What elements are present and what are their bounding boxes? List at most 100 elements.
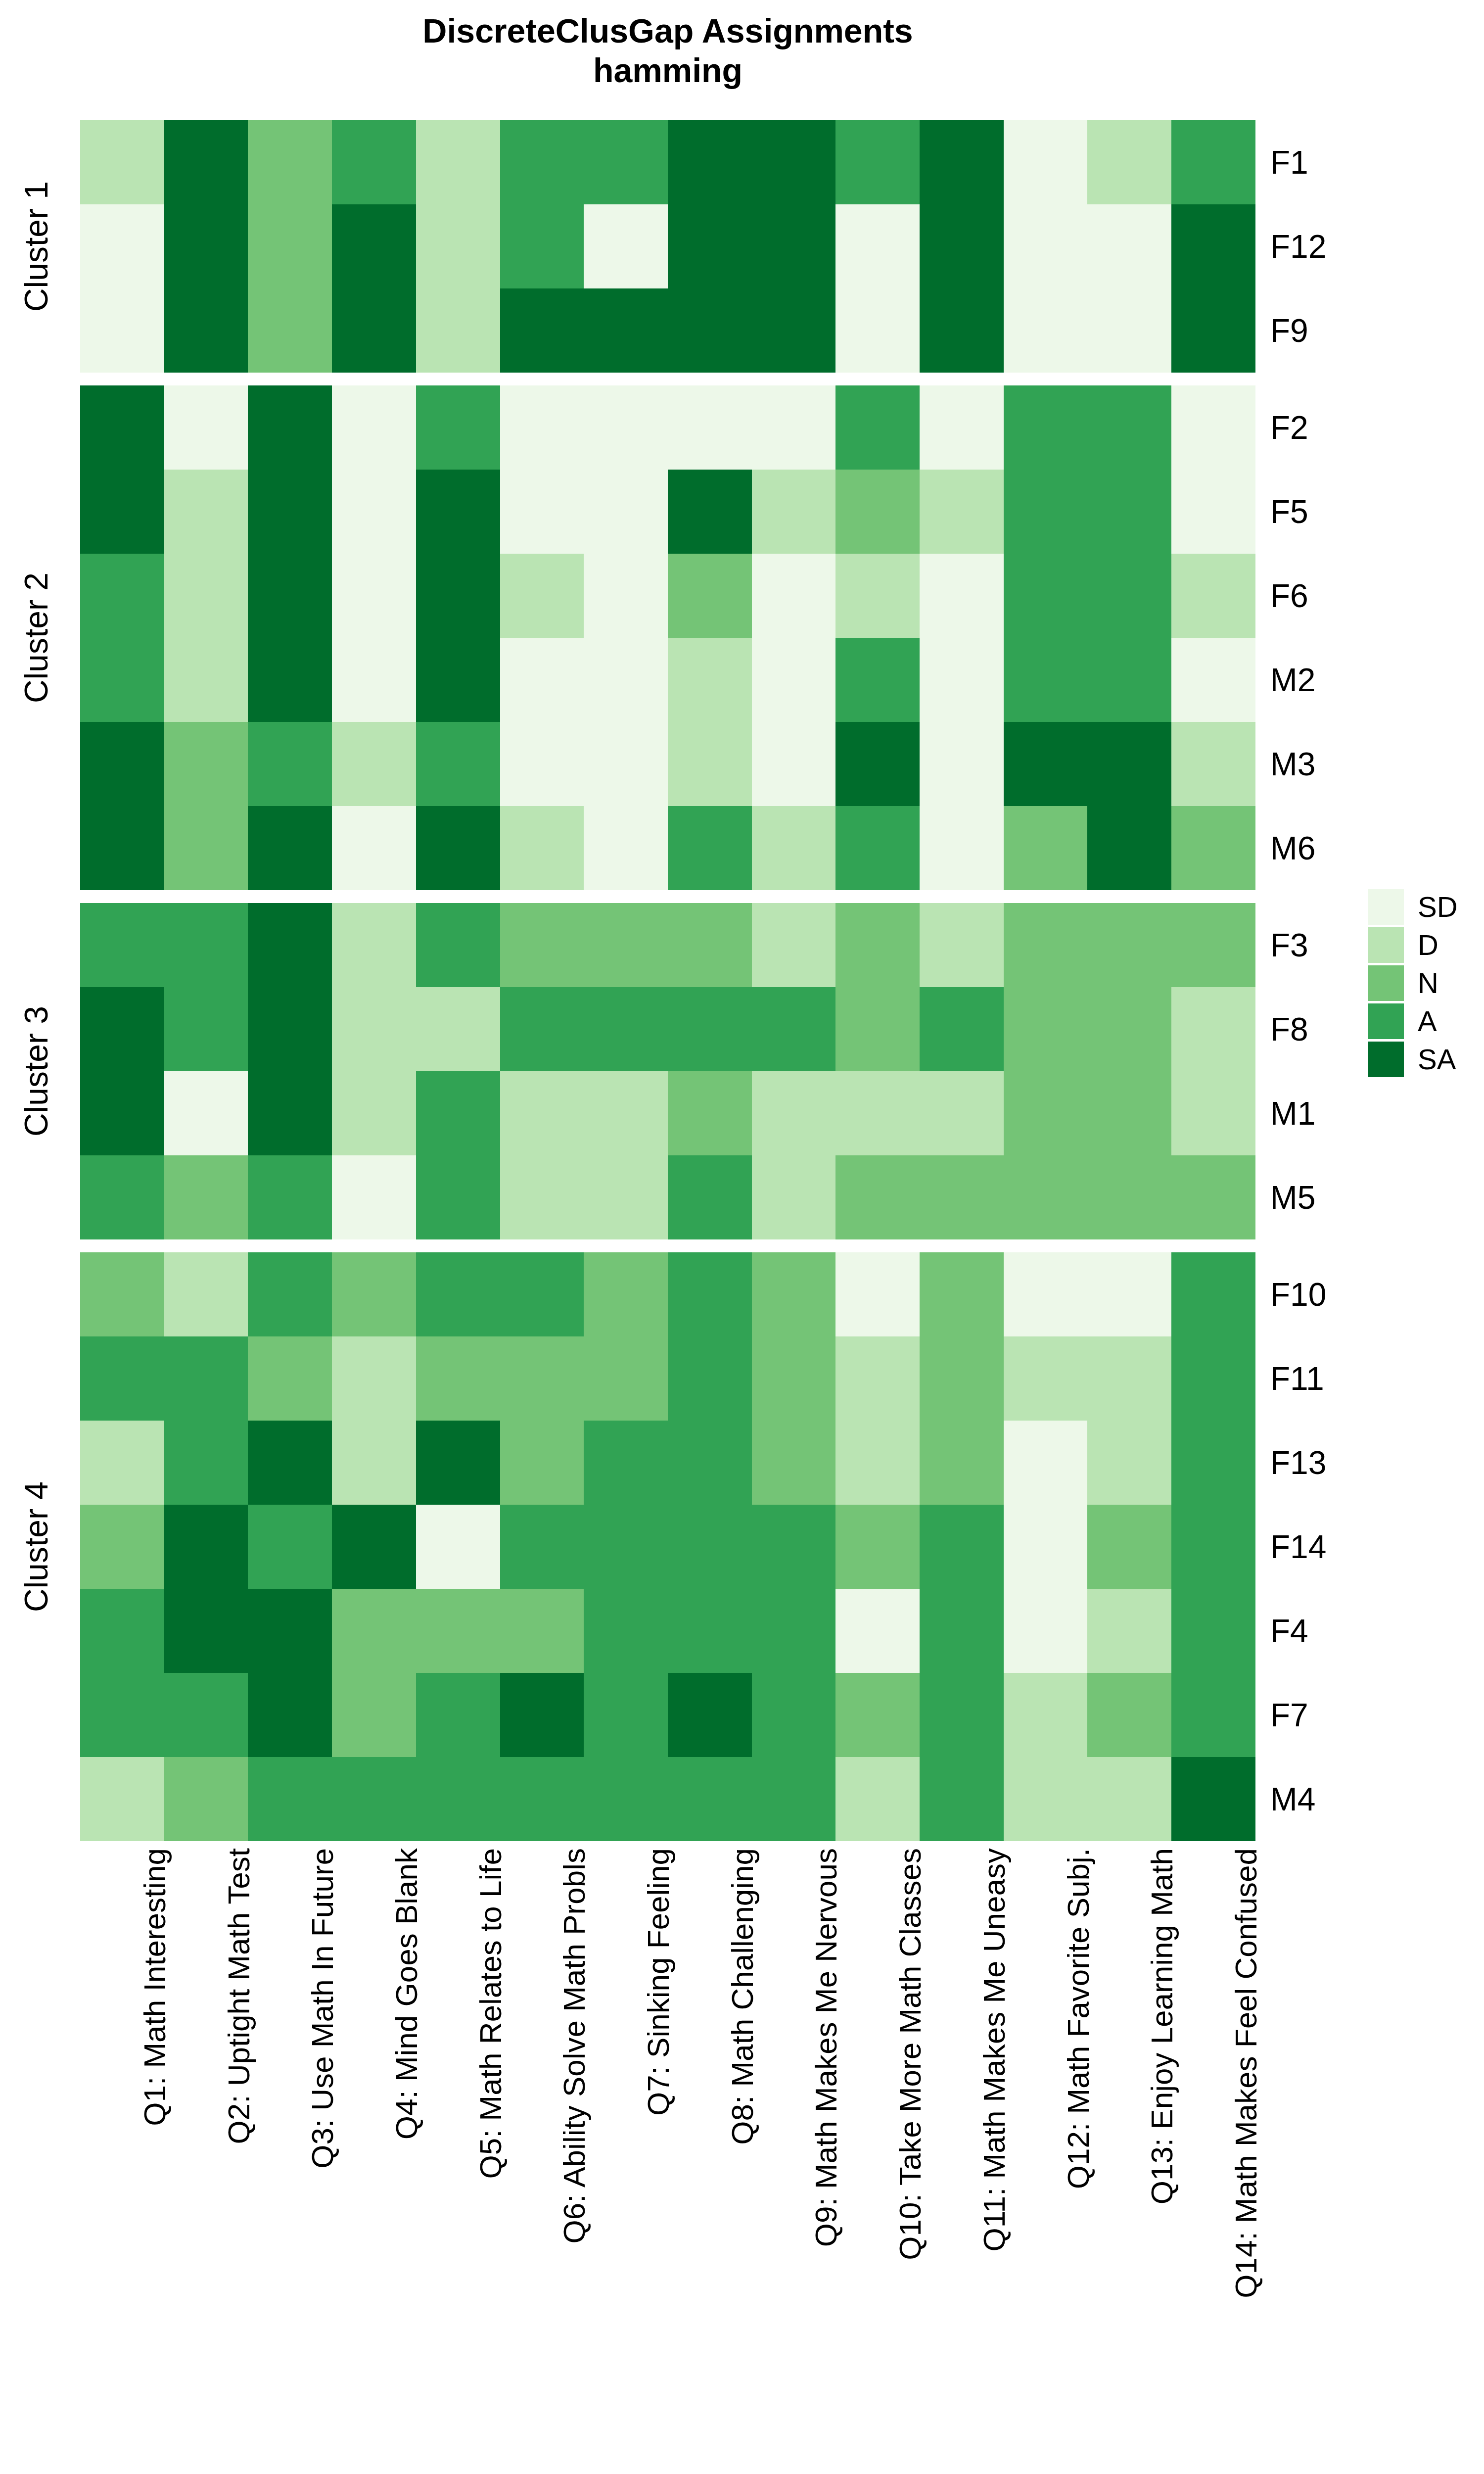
heatmap-cell [1004, 722, 1087, 806]
heatmap-cell [1004, 1071, 1087, 1155]
heatmap-cell [80, 385, 164, 470]
heatmap-cell [920, 987, 1004, 1071]
heatmap-cell [668, 554, 752, 638]
heatmap-cell [248, 1673, 332, 1757]
heatmap-cell [164, 638, 248, 722]
heatmap-cell [500, 1673, 584, 1757]
heatmap-cell [668, 470, 752, 554]
heatmap-cell [752, 204, 835, 288]
heatmap-cell [584, 288, 668, 373]
heatmap-cell [920, 385, 1004, 470]
heatmap-cell [80, 1421, 164, 1505]
row-label: M1 [1270, 1071, 1316, 1155]
heatmap-cell [1004, 385, 1087, 470]
heatmap-cell [1087, 1505, 1171, 1589]
heatmap-cell [1004, 1252, 1087, 1336]
heatmap-cell [332, 1505, 416, 1589]
heatmap-cell [164, 1252, 248, 1336]
row-label: F10 [1270, 1252, 1327, 1336]
heatmap-cell [80, 638, 164, 722]
heatmap-cell [248, 638, 332, 722]
row-label: M2 [1270, 638, 1316, 722]
heatmap-cell [1087, 1589, 1171, 1673]
heatmap-cell [80, 288, 164, 373]
legend-label: D [1418, 927, 1438, 963]
heatmap-cell [920, 638, 1004, 722]
heatmap-cell [416, 470, 500, 554]
column-label: Q10: Take More Math Classes [894, 1848, 927, 2392]
heatmap-cell [752, 806, 835, 890]
heatmap-cell [1087, 722, 1171, 806]
heatmap-cell [164, 1505, 248, 1589]
heatmap-cell [80, 1155, 164, 1239]
heatmap-cell [1004, 288, 1087, 373]
heatmap-cell [332, 638, 416, 722]
heatmap-cell [584, 554, 668, 638]
heatmap-cell [584, 806, 668, 890]
heatmap-cell [920, 204, 1004, 288]
heatmap-cell [1087, 903, 1171, 987]
heatmap-cell [1171, 1589, 1255, 1673]
heatmap-cell [332, 385, 416, 470]
heatmap-cell [80, 806, 164, 890]
heatmap-cell [500, 1155, 584, 1239]
heatmap-cell [1171, 288, 1255, 373]
heatmap-cell [164, 288, 248, 373]
heatmap-cell [164, 470, 248, 554]
heatmap-cell [752, 1071, 835, 1155]
heatmap-cell [500, 1505, 584, 1589]
heatmap-cell [1087, 470, 1171, 554]
heatmap-cell [248, 1589, 332, 1673]
legend-label: SA [1418, 1042, 1456, 1077]
heatmap-cell [500, 385, 584, 470]
heatmap-cell [500, 1336, 584, 1421]
heatmap-cell [500, 120, 584, 204]
heatmap-cell [1087, 385, 1171, 470]
heatmap-cell [248, 385, 332, 470]
column-label: Q7: Sinking Feeling [642, 1848, 675, 2392]
heatmap-cell [416, 1155, 500, 1239]
heatmap-cell [416, 1071, 500, 1155]
heatmap-cell [332, 1757, 416, 1841]
row-label: F12 [1270, 204, 1327, 288]
heatmap-cell [416, 987, 500, 1071]
heatmap-cell [1087, 204, 1171, 288]
heatmap-cell [835, 1505, 920, 1589]
heatmap-cell [332, 1252, 416, 1336]
heatmap-cell [332, 470, 416, 554]
heatmap-cell [835, 903, 920, 987]
heatmap-cell [752, 1757, 835, 1841]
heatmap-cell [752, 638, 835, 722]
heatmap-cell [584, 470, 668, 554]
heatmap-cell [835, 288, 920, 373]
heatmap-cell [164, 1155, 248, 1239]
heatmap-cell [920, 470, 1004, 554]
heatmap-cell [920, 1589, 1004, 1673]
heatmap-cell [584, 385, 668, 470]
column-label: Q12: Math Favorite Subj. [1062, 1848, 1095, 2392]
heatmap-cell [248, 1252, 332, 1336]
heatmap-cell [80, 903, 164, 987]
heatmap-cell [164, 554, 248, 638]
heatmap-cell [1171, 806, 1255, 890]
heatmap-cell [920, 288, 1004, 373]
heatmap-cell [668, 1505, 752, 1589]
heatmap-cell [248, 903, 332, 987]
heatmap-cell [332, 1673, 416, 1757]
heatmap-cell [752, 722, 835, 806]
legend-swatch [1368, 889, 1404, 925]
heatmap-cell [248, 722, 332, 806]
heatmap-cell [416, 120, 500, 204]
heatmap-cell [1171, 120, 1255, 204]
heatmap-cell [164, 1421, 248, 1505]
heatmap-cell [332, 120, 416, 204]
heatmap-cell [920, 806, 1004, 890]
row-label: F1 [1270, 120, 1308, 204]
heatmap-cell [920, 1505, 1004, 1589]
heatmap-cell [752, 903, 835, 987]
heatmap-cell [835, 1155, 920, 1239]
heatmap-cell [1087, 1071, 1171, 1155]
heatmap-cell [1004, 638, 1087, 722]
heatmap-cell [668, 903, 752, 987]
legend-label: N [1418, 965, 1438, 1001]
